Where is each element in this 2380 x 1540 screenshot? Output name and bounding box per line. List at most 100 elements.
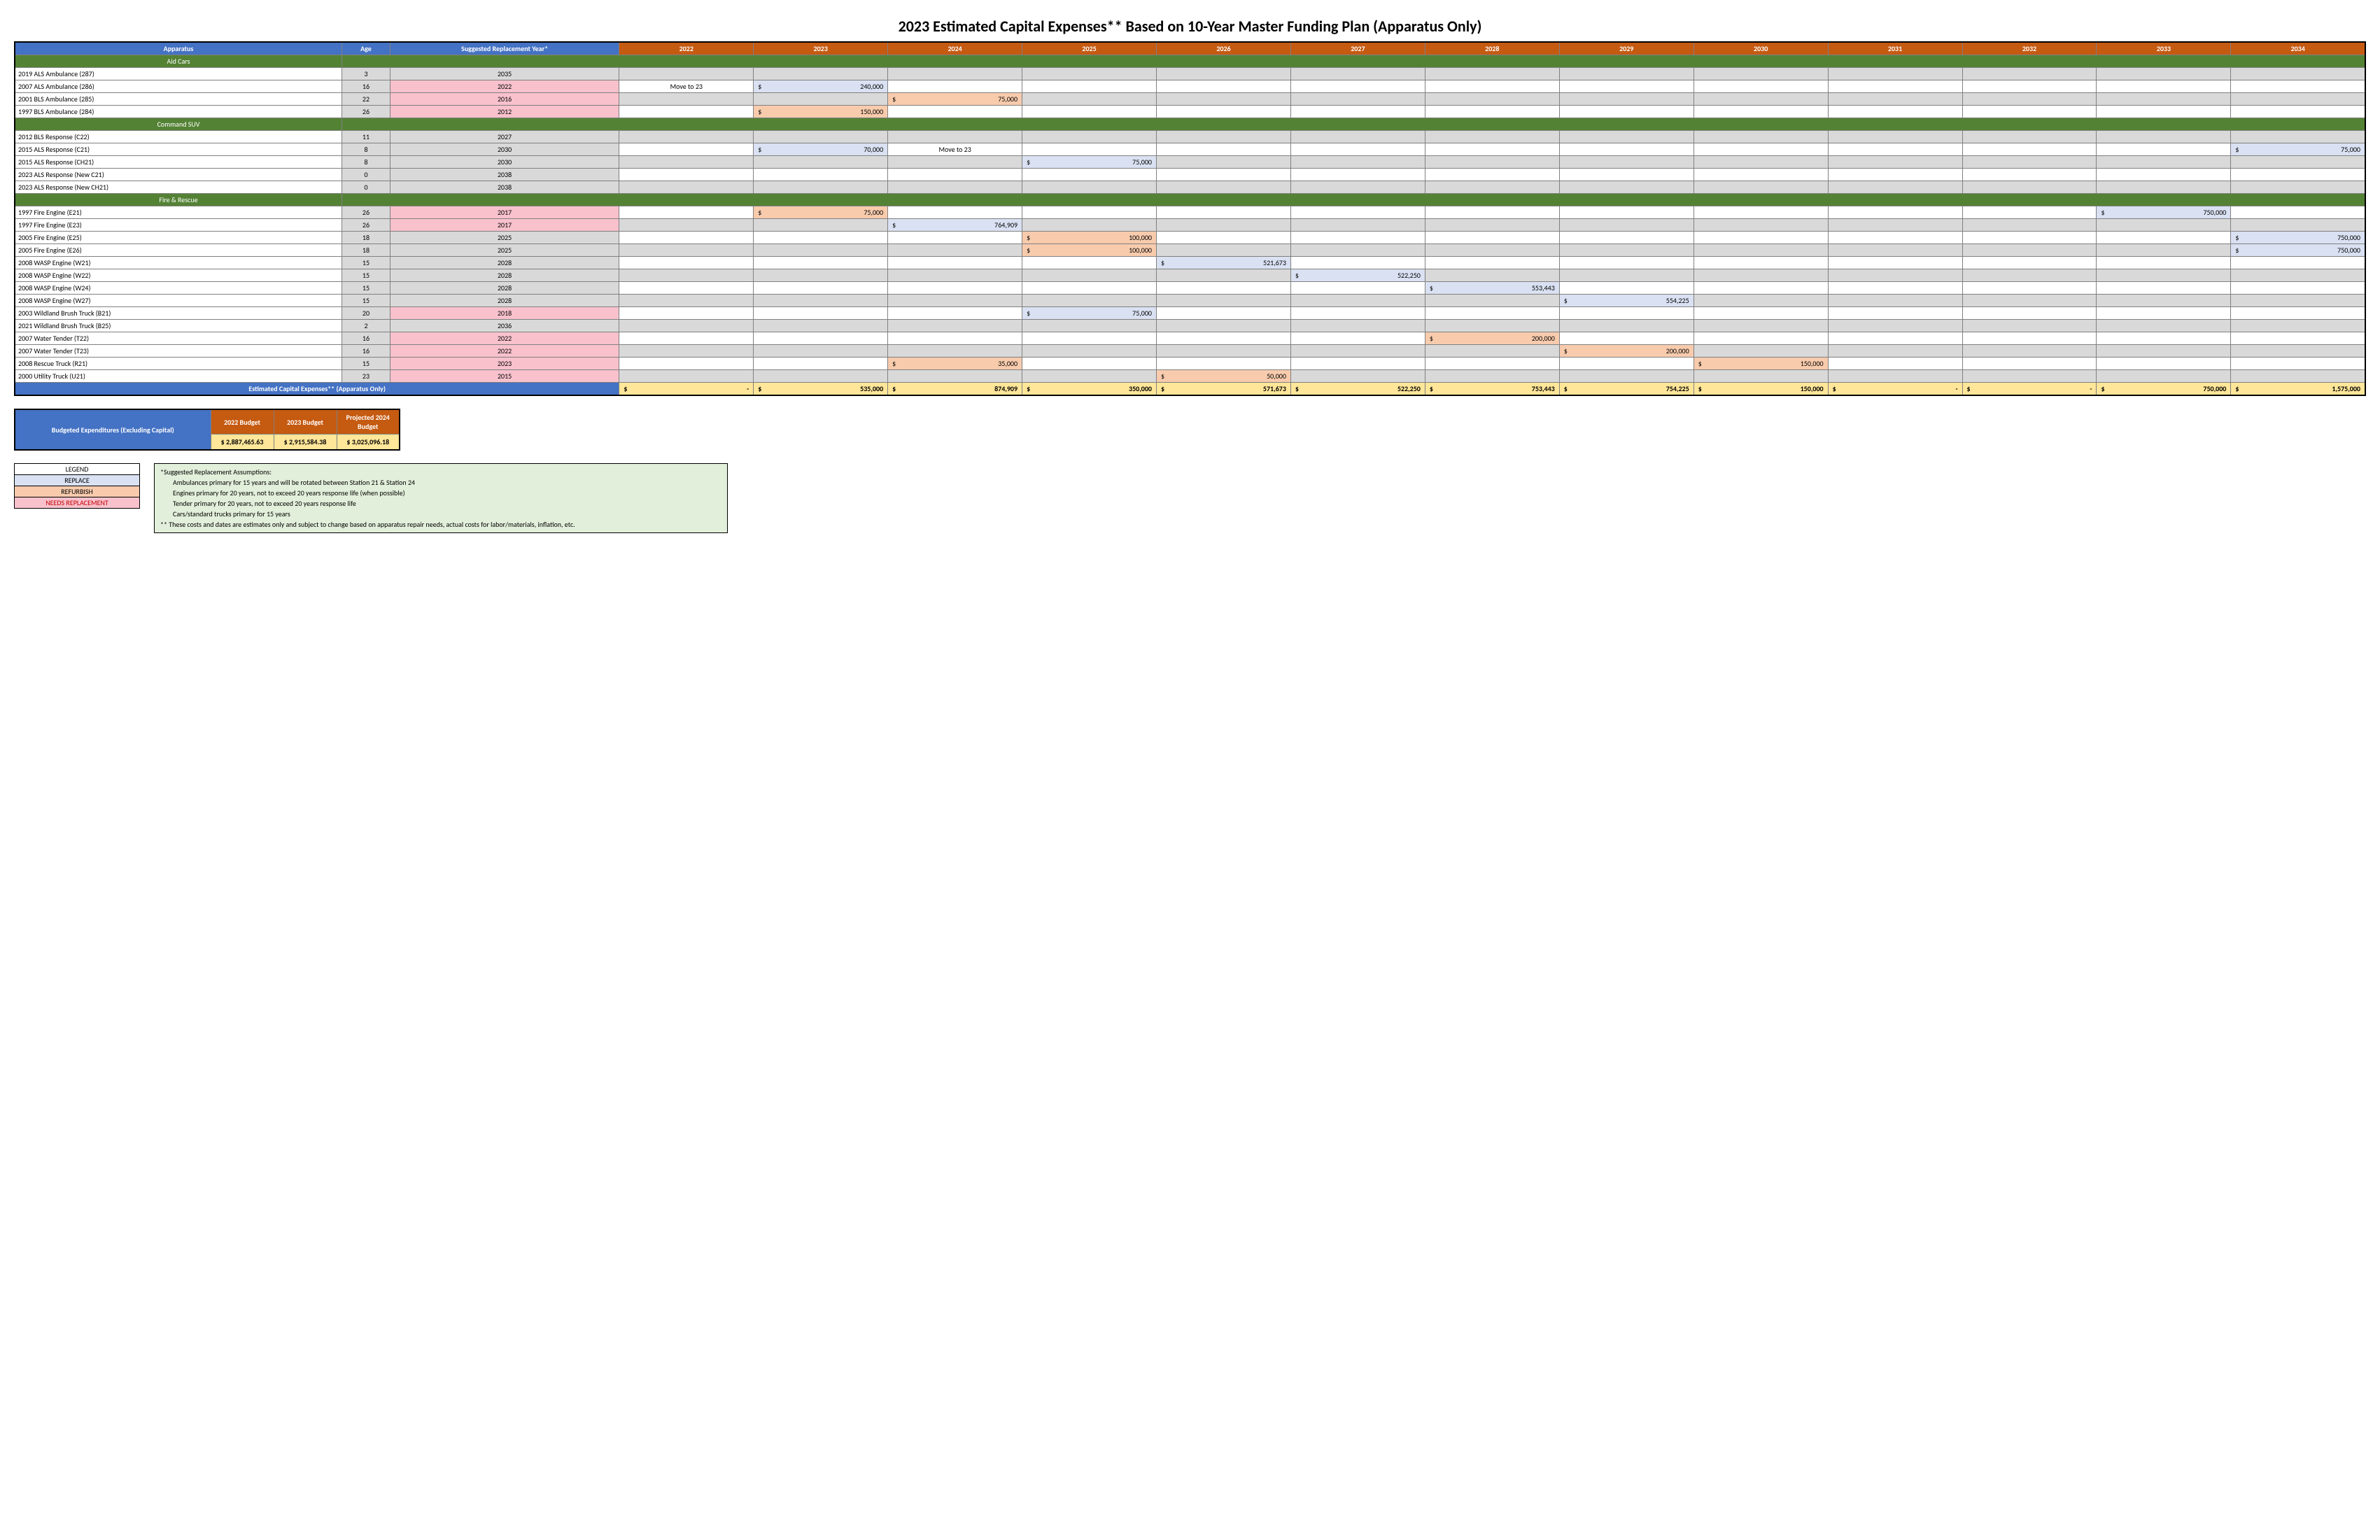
year-cell	[1157, 181, 1291, 194]
year-cell	[888, 345, 1022, 358]
totals-cell-2022: $-	[619, 383, 754, 396]
year-cell	[1425, 143, 1559, 156]
year-cell	[888, 370, 1022, 383]
year-cell	[1559, 244, 1694, 257]
year-cell	[1425, 370, 1559, 383]
year-cell	[1828, 358, 1962, 370]
year-cell	[1290, 169, 1425, 181]
year-cell	[1962, 68, 2097, 80]
table-row: 2007 ALS Ambulance (286)162022Move to 23…	[15, 80, 2365, 93]
year-cell	[2097, 232, 2231, 244]
year-cell	[1694, 244, 1828, 257]
apparatus-name: 2000 Utility Truck (U21)	[15, 370, 342, 383]
year-cell	[754, 269, 888, 282]
year-cell	[1694, 370, 1828, 383]
year-cell	[2231, 156, 2365, 169]
col-year-2030: 2030	[1694, 42, 1828, 55]
suggested-replacement-year: 2022	[390, 345, 619, 358]
col-year-2029: 2029	[1559, 42, 1694, 55]
apparatus-age: 22	[342, 93, 390, 106]
year-cell	[2231, 181, 2365, 194]
year-cell	[888, 206, 1022, 219]
year-cell	[888, 282, 1022, 295]
year-cell	[1828, 345, 1962, 358]
totals-row: Estimated Capital Expenses** (Apparatus …	[15, 383, 2365, 396]
notes-line-1: Ambulances primary for 15 years and will…	[160, 477, 721, 488]
year-cell	[1157, 358, 1291, 370]
budget-val-2: $ 3,025,096.18	[337, 435, 400, 451]
year-cell	[1694, 131, 1828, 143]
year-cell	[1157, 93, 1291, 106]
apparatus-name: 2008 Rescue Truck (R21)	[15, 358, 342, 370]
apparatus-name: 2007 ALS Ambulance (286)	[15, 80, 342, 93]
year-cell	[2231, 269, 2365, 282]
year-cell	[1290, 93, 1425, 106]
apparatus-name: 1997 BLS Ambulance (284)	[15, 106, 342, 118]
year-cell	[1022, 106, 1157, 118]
year-cell: $240,000	[754, 80, 888, 93]
year-cell	[1157, 244, 1291, 257]
year-cell	[1157, 332, 1291, 345]
year-cell	[1559, 219, 1694, 232]
year-cell	[1559, 93, 1694, 106]
year-cell	[619, 106, 754, 118]
notes-box: *Suggested Replacement Assumptions: Ambu…	[154, 463, 728, 533]
year-cell	[619, 307, 754, 320]
year-cell	[1962, 244, 2097, 257]
year-cell	[888, 68, 1022, 80]
col-year-2032: 2032	[1962, 42, 2097, 55]
year-cell	[1157, 68, 1291, 80]
year-cell	[754, 358, 888, 370]
year-cell	[2231, 106, 2365, 118]
suggested-replacement-year: 2023	[390, 358, 619, 370]
year-cell	[1962, 143, 2097, 156]
table-row: 1997 BLS Ambulance (284)262012$150,000	[15, 106, 2365, 118]
year-cell	[1828, 68, 1962, 80]
apparatus-name: 2023 ALS Response (New CH21)	[15, 181, 342, 194]
totals-cell-2027: $522,250	[1290, 383, 1425, 396]
year-cell	[619, 257, 754, 269]
apparatus-age: 18	[342, 244, 390, 257]
apparatus-age: 15	[342, 282, 390, 295]
year-cell	[1559, 282, 1694, 295]
apparatus-name: 2001 BLS Ambulance (285)	[15, 93, 342, 106]
year-cell	[2097, 80, 2231, 93]
apparatus-name: 1997 Fire Engine (E21)	[15, 206, 342, 219]
year-cell	[1828, 295, 1962, 307]
year-cell	[1290, 282, 1425, 295]
year-cell	[1962, 332, 2097, 345]
page-title: 2023 Estimated Capital Expenses** Based …	[14, 17, 2366, 36]
year-cell: $521,673	[1157, 257, 1291, 269]
table-row: 2019 ALS Ambulance (287)32035	[15, 68, 2365, 80]
apparatus-name: 2021 Wildland Brush Truck (B25)	[15, 320, 342, 332]
year-cell	[1157, 345, 1291, 358]
year-cell	[1425, 295, 1559, 307]
year-cell: $75,000	[1022, 156, 1157, 169]
table-row: 2023 ALS Response (New C21)02038	[15, 169, 2365, 181]
apparatus-age: 16	[342, 80, 390, 93]
year-cell	[1694, 68, 1828, 80]
col-year-2034: 2034	[2231, 42, 2365, 55]
year-cell	[1828, 156, 1962, 169]
col-year-2033: 2033	[2097, 42, 2231, 55]
year-cell: $75,000	[754, 206, 888, 219]
year-cell: $100,000	[1022, 244, 1157, 257]
year-cell	[1962, 219, 2097, 232]
year-cell	[619, 169, 754, 181]
table-row: 2008 WASP Engine (W27)152028$554,225	[15, 295, 2365, 307]
year-cell	[1425, 80, 1559, 93]
year-cell	[1559, 68, 1694, 80]
year-cell	[1022, 345, 1157, 358]
suggested-replacement-year: 2018	[390, 307, 619, 320]
suggested-replacement-year: 2025	[390, 244, 619, 257]
year-cell	[1157, 131, 1291, 143]
year-cell	[888, 80, 1022, 93]
suggested-replacement-year: 2030	[390, 143, 619, 156]
apparatus-age: 20	[342, 307, 390, 320]
year-cell	[1425, 68, 1559, 80]
apparatus-name: 2008 WASP Engine (W21)	[15, 257, 342, 269]
apparatus-age: 26	[342, 219, 390, 232]
table-row: 2001 BLS Ambulance (285)222016$75,000	[15, 93, 2365, 106]
year-cell	[1694, 320, 1828, 332]
year-cell	[1694, 282, 1828, 295]
